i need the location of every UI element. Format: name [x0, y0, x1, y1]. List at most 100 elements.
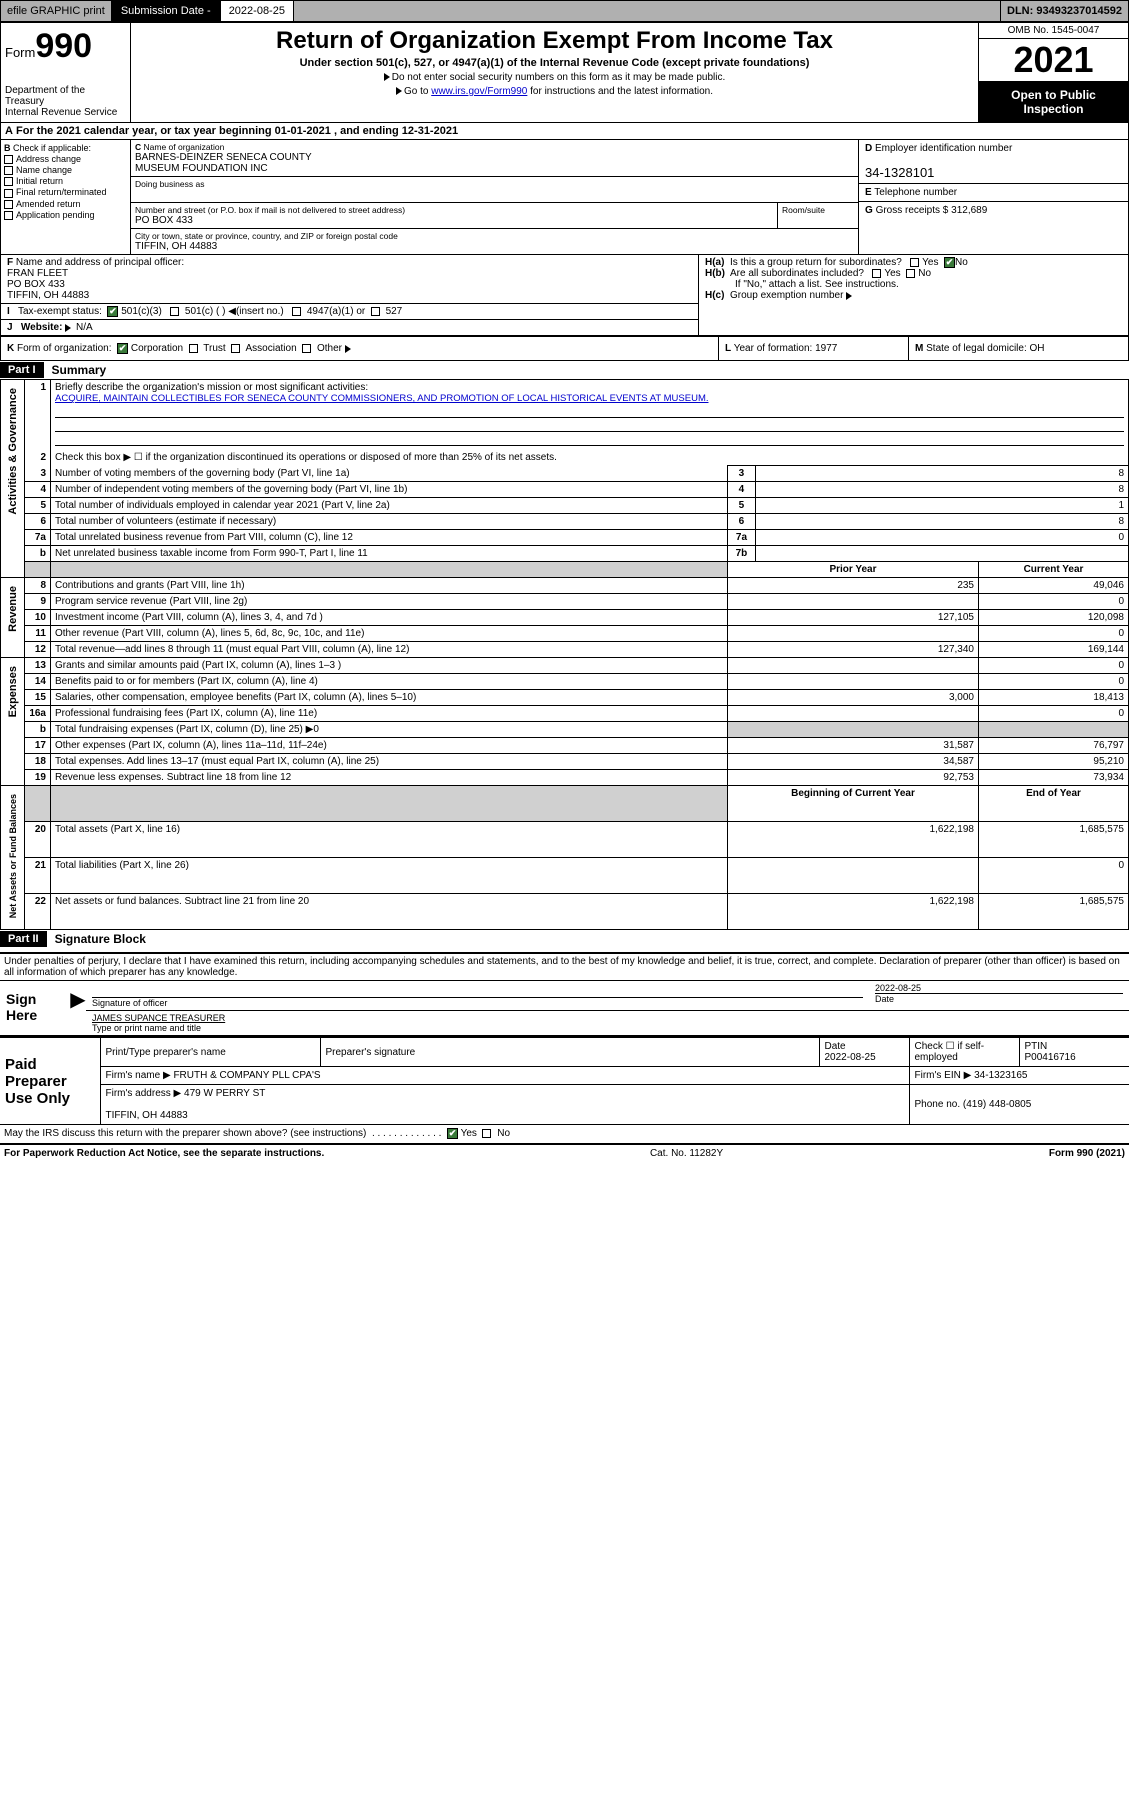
- footer-mid: Cat. No. 11282Y: [650, 1148, 723, 1159]
- line13-c: 0: [979, 658, 1129, 674]
- sign-here-label: Sign Here: [0, 981, 70, 1035]
- dept-treasury: Department of the Treasury Internal Reve…: [5, 85, 126, 118]
- cb-discuss-yes[interactable]: ✔: [447, 1128, 458, 1139]
- tax-status-label: Tax-exempt status:: [18, 306, 102, 317]
- check-self-employed[interactable]: Check ☐ if self-employed: [909, 1038, 1019, 1067]
- cb-name-change[interactable]: Name change: [4, 165, 127, 175]
- form-subtitle: Under section 501(c), 527, or 4947(a)(1)…: [137, 57, 972, 69]
- line13-desc: Grants and similar amounts paid (Part IX…: [51, 658, 728, 674]
- cb-address-change[interactable]: Address change: [4, 154, 127, 164]
- city: TIFFIN, OH 44883: [135, 241, 854, 252]
- line9-desc: Program service revenue (Part VIII, line…: [51, 594, 728, 610]
- domicile-label: State of legal domicile:: [926, 343, 1027, 354]
- officer-name-title: JAMES SUPANCE TREASURER: [92, 1013, 1123, 1023]
- line17-desc: Other expenses (Part IX, column (A), lin…: [51, 738, 728, 754]
- footer-right: Form 990 (2021): [1049, 1148, 1125, 1159]
- omb-number: OMB No. 1545-0047: [979, 23, 1128, 39]
- side-exp: Expenses: [7, 660, 19, 723]
- org-name: BARNES-DEINZER SENECA COUNTY MUSEUM FOUN…: [135, 152, 854, 174]
- cb-final-return[interactable]: Final return/terminated: [4, 187, 127, 197]
- line4-val: 8: [755, 482, 1128, 498]
- line12-c: 169,144: [979, 642, 1129, 658]
- boxes-deg: D Employer identification number 34-1328…: [858, 140, 1128, 254]
- paid-preparer-label: Paid Preparer Use Only: [0, 1038, 100, 1125]
- officer-addr1: PO BOX 433: [7, 279, 65, 290]
- footer-left: For Paperwork Reduction Act Notice, see …: [4, 1148, 324, 1159]
- line22-desc: Net assets or fund balances. Subtract li…: [51, 894, 728, 930]
- line14-desc: Benefits paid to or for members (Part IX…: [51, 674, 728, 690]
- line21-desc: Total liabilities (Part X, line 26): [51, 858, 728, 894]
- discuss-row: May the IRS discuss this return with the…: [0, 1125, 1129, 1144]
- line20-desc: Total assets (Part X, line 16): [51, 822, 728, 858]
- cb-initial-return[interactable]: Initial return: [4, 176, 127, 186]
- col-end: End of Year: [979, 786, 1129, 822]
- cb-assoc[interactable]: [231, 344, 240, 353]
- line10-desc: Investment income (Part VIII, column (A)…: [51, 610, 728, 626]
- gross-label: Gross receipts $: [876, 205, 949, 216]
- cb-discuss-no[interactable]: [482, 1129, 491, 1138]
- prep-date-label: Date: [825, 1041, 846, 1052]
- side-rev: Revenue: [7, 580, 19, 638]
- cb-amended-return[interactable]: Amended return: [4, 199, 127, 209]
- hc-label: Group exemption number: [730, 290, 843, 301]
- cb-501c[interactable]: [170, 307, 179, 316]
- ein: 34-1328101: [865, 165, 934, 180]
- line10-p: 127,105: [727, 610, 978, 626]
- line15-desc: Salaries, other compensation, employee b…: [51, 690, 728, 706]
- cb-hb-yes[interactable]: [872, 269, 881, 278]
- ptin-label: PTIN: [1025, 1041, 1048, 1052]
- tax-period: A For the 2021 calendar year, or tax yea…: [0, 123, 1129, 139]
- line5-val: 1: [755, 498, 1128, 514]
- mission-text: ACQUIRE, MAINTAIN COLLECTIBLES FOR SENEC…: [55, 393, 709, 404]
- line12-p: 127,340: [727, 642, 978, 658]
- line17-p: 31,587: [727, 738, 978, 754]
- cb-ha-no[interactable]: ✔: [944, 257, 955, 268]
- box-c: C Name of organization BARNES-DEINZER SE…: [131, 140, 858, 254]
- dln: DLN: 93493237014592: [1000, 0, 1129, 22]
- sig-officer-label: Signature of officer: [92, 997, 863, 1008]
- topbar: efile GRAPHIC print Submission Date - 20…: [0, 0, 1129, 22]
- line2: Check this box ▶ ☐ if the organization d…: [51, 450, 1129, 466]
- cb-ha-yes[interactable]: [910, 258, 919, 267]
- domicile: OH: [1030, 343, 1045, 354]
- line6-val: 8: [755, 514, 1128, 530]
- part2-header: Part II Signature Block: [0, 930, 1129, 948]
- cb-hb-no[interactable]: [906, 269, 915, 278]
- sign-arrow-icon: ▶: [70, 981, 86, 1035]
- firm-name-label: Firm's name ▶: [106, 1070, 171, 1081]
- line12-desc: Total revenue—add lines 8 through 11 (mu…: [51, 642, 728, 658]
- cb-application-pending[interactable]: Application pending: [4, 210, 127, 220]
- part1-header: Part I Summary: [0, 361, 1129, 379]
- line14-c: 0: [979, 674, 1129, 690]
- line21-c: 0: [979, 858, 1129, 894]
- ha-label: Is this a group return for subordinates?: [730, 257, 902, 268]
- note-ssn: Do not enter social security numbers on …: [137, 72, 972, 83]
- sig-date: 2022-08-25: [875, 983, 1123, 993]
- prep-sig-label: Preparer's signature: [326, 1047, 416, 1058]
- line8-desc: Contributions and grants (Part VIII, lin…: [51, 578, 728, 594]
- line16b-desc: Total fundraising expenses (Part IX, col…: [51, 722, 728, 738]
- efile-label[interactable]: efile GRAPHIC print: [0, 0, 112, 22]
- col-current: Current Year: [979, 562, 1129, 578]
- cb-trust[interactable]: [189, 344, 198, 353]
- line15-p: 3,000: [727, 690, 978, 706]
- part1-title: Summary: [44, 361, 115, 379]
- cb-corp[interactable]: ✔: [117, 343, 128, 354]
- ein-label: Employer identification number: [875, 143, 1012, 154]
- date-label: Date: [875, 993, 1123, 1004]
- line5-desc: Total number of individuals employed in …: [51, 498, 728, 514]
- line17-c: 76,797: [979, 738, 1129, 754]
- cb-4947[interactable]: [292, 307, 301, 316]
- line8-c: 49,046: [979, 578, 1129, 594]
- cb-other[interactable]: [302, 344, 311, 353]
- preparer-table: Paid Preparer Use Only Print/Type prepar…: [0, 1037, 1129, 1125]
- line15-c: 18,413: [979, 690, 1129, 706]
- line22-p: 1,622,198: [727, 894, 978, 930]
- prep-date: 2022-08-25: [825, 1052, 876, 1063]
- col-begin: Beginning of Current Year: [727, 786, 978, 822]
- line19-c: 73,934: [979, 770, 1129, 786]
- irs-link[interactable]: www.irs.gov/Form990: [431, 86, 527, 97]
- line1-label: Briefly describe the organization's miss…: [55, 382, 368, 393]
- cb-527[interactable]: [371, 307, 380, 316]
- cb-501c3[interactable]: ✔: [107, 306, 118, 317]
